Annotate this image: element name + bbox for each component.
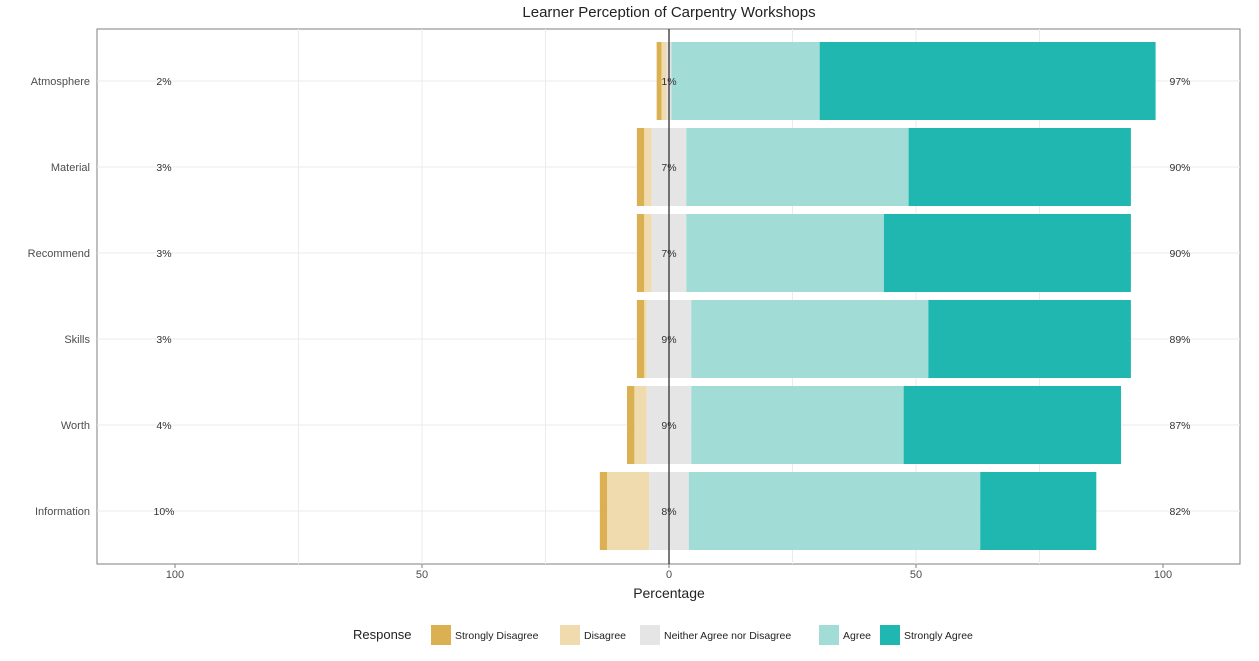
category-label: Recommend	[28, 248, 90, 260]
bar-atmosphere-agree	[671, 42, 820, 120]
bar-recommend-strongly-disagree	[636, 214, 645, 292]
label-agree-pct: 82%	[1169, 506, 1190, 518]
bar-recommend-agree	[686, 214, 884, 292]
bar-material-agree	[686, 128, 909, 206]
bar-material-strongly-disagree	[636, 128, 645, 206]
percentage-labels: 2% 1% 97% 3% 7% 90% 3% 7% 90% 3% 9% 89% 4% 9% 87% 10% 8%…	[153, 76, 1190, 518]
legend-label: Strongly Agree	[904, 630, 973, 642]
label-neutral-pct: 1%	[661, 76, 676, 88]
bar-atmosphere-strongly-disagree	[656, 42, 662, 120]
legend-label: Strongly Disagree	[455, 630, 539, 642]
legend-swatch	[880, 625, 900, 645]
label-neutral-pct: 7%	[661, 162, 676, 174]
label-agree-pct: 90%	[1169, 162, 1190, 174]
legend-label: Agree	[843, 630, 871, 642]
label-agree-pct: 97%	[1169, 76, 1190, 88]
legend-swatch	[431, 625, 451, 645]
label-disagree-pct: 3%	[156, 334, 171, 346]
label-neutral-pct: 8%	[661, 506, 676, 518]
legend-swatch	[560, 625, 580, 645]
bar-recommend-strongly-agree	[883, 214, 1131, 292]
x-tick-label: 100	[166, 569, 184, 581]
category-labels: Atmosphere Material Recommend Skills Worth In…	[28, 76, 91, 518]
bar-recommend-disagree	[644, 214, 652, 292]
label-agree-pct: 89%	[1169, 334, 1190, 346]
bar-worth-disagree	[634, 386, 647, 464]
category-label: Atmosphere	[31, 76, 90, 88]
bar-information-agree	[688, 472, 981, 550]
x-axis-title: Percentage	[633, 585, 705, 601]
label-disagree-pct: 10%	[153, 506, 174, 518]
x-tick-label: 100	[1154, 569, 1172, 581]
bar-information-disagree	[607, 472, 650, 550]
legend-label: Disagree	[584, 630, 626, 642]
x-axis-ticks: 100 50 0 50 100	[166, 564, 1172, 581]
bar-skills-agree	[691, 300, 929, 378]
bar-atmosphere-strongly-agree	[819, 42, 1156, 120]
x-tick-label: 0	[666, 569, 672, 581]
label-neutral-pct: 7%	[661, 248, 676, 260]
legend-swatch	[819, 625, 839, 645]
legend-label: Neither Agree nor Disagree	[664, 630, 791, 642]
label-disagree-pct: 3%	[156, 248, 171, 260]
label-disagree-pct: 3%	[156, 162, 171, 174]
label-disagree-pct: 4%	[156, 420, 171, 432]
category-label: Information	[35, 506, 90, 518]
bar-skills-strongly-agree	[928, 300, 1131, 378]
x-tick-label: 50	[910, 569, 922, 581]
bars	[599, 42, 1156, 550]
category-label: Worth	[61, 420, 90, 432]
bar-atmosphere-disagree	[661, 42, 667, 120]
label-agree-pct: 87%	[1169, 420, 1190, 432]
bar-material-strongly-agree	[908, 128, 1131, 206]
bar-information-strongly-disagree	[599, 472, 608, 550]
label-neutral-pct: 9%	[661, 420, 676, 432]
bar-material-disagree	[644, 128, 652, 206]
category-label: Material	[51, 162, 90, 174]
chart-title: Learner Perception of Carpentry Workshop…	[522, 4, 815, 21]
bar-worth-strongly-disagree	[627, 386, 635, 464]
label-disagree-pct: 2%	[156, 76, 171, 88]
bar-worth-agree	[691, 386, 904, 464]
bar-skills-strongly-disagree	[636, 300, 645, 378]
category-label: Skills	[64, 334, 90, 346]
x-tick-label: 50	[416, 569, 428, 581]
legend: Response Strongly Disagree Disagree Neither…	[353, 625, 973, 645]
label-agree-pct: 90%	[1169, 248, 1190, 260]
bar-worth-strongly-agree	[903, 386, 1122, 464]
label-neutral-pct: 9%	[661, 334, 676, 346]
bar-information-strongly-agree	[980, 472, 1097, 550]
legend-swatch	[640, 625, 660, 645]
legend-title: Response	[353, 627, 412, 642]
bar-skills-disagree	[644, 300, 647, 378]
